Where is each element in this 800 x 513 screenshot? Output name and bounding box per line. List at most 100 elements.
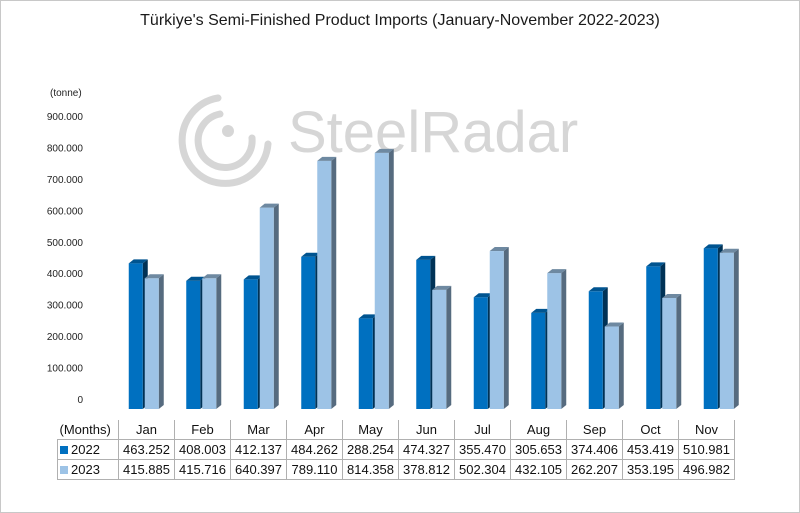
data-label: 353.195 <box>622 459 679 480</box>
data-label: 415.885 <box>118 459 175 480</box>
series-name: 2022 <box>71 442 100 457</box>
bar-front-face <box>301 256 316 409</box>
y-tick-label: 0 <box>77 395 83 406</box>
bar-front-face <box>374 152 389 409</box>
bar-top-face <box>144 274 164 279</box>
bar-2023-sep <box>604 322 624 409</box>
bar-top-face <box>662 293 682 298</box>
watermark-logo-icon <box>178 94 272 187</box>
bar-front-face <box>432 289 447 409</box>
legend-swatch-icon <box>60 466 68 474</box>
bar-side-face <box>388 148 394 409</box>
bar-2023-feb <box>202 274 222 409</box>
data-label: 496.982 <box>678 459 735 480</box>
category-label: Sep <box>566 420 623 440</box>
bar-top-face <box>186 276 206 281</box>
y-tick-label: 700.000 <box>47 175 84 186</box>
bar-top-face <box>301 252 321 257</box>
bar-2023-apr <box>317 156 337 409</box>
bar-top-face <box>432 285 452 290</box>
category-label: Jun <box>398 420 455 440</box>
watermark-text: SteelRadar <box>288 100 578 165</box>
bar-side-face <box>446 285 452 409</box>
y-tick-label: 500.000 <box>47 238 84 249</box>
category-label: Oct <box>622 420 679 440</box>
bar-front-face <box>489 251 504 409</box>
bar-front-face <box>128 263 143 409</box>
data-label: 288.254 <box>342 439 399 460</box>
category-label: Jul <box>454 420 511 440</box>
bar-side-face <box>618 322 624 409</box>
category-label: Aug <box>510 420 567 440</box>
bar-front-face <box>202 278 217 409</box>
bar-top-face <box>473 293 493 298</box>
bar-front-face <box>259 207 274 409</box>
bar-top-face <box>202 274 222 279</box>
bar-side-face <box>216 274 222 409</box>
y-tick-label: 300.000 <box>47 301 84 312</box>
data-label: 510.981 <box>678 439 735 460</box>
data-table-row: 2023 415.885 415.716 640.397 789.110 814.358 3… <box>57 459 735 480</box>
category-label: Apr <box>286 420 343 440</box>
data-table-row: 2022 463.252 408.003 412.137 484.262 288.254 4… <box>57 439 735 460</box>
bar-front-face <box>186 280 201 409</box>
series-name: 2023 <box>71 462 100 477</box>
bar-front-face <box>588 291 603 409</box>
bar-top-face <box>719 248 739 253</box>
bar-front-face <box>604 326 619 409</box>
bar-top-face <box>604 322 624 327</box>
data-table-row-header: (Months) <box>59 422 111 437</box>
data-table-header-row: (Months) Jan Feb Mar Apr May Jun Jul Aug Sep Oct No… <box>58 420 735 440</box>
category-label: Mar <box>230 420 287 440</box>
bar-2023-mar <box>259 203 279 409</box>
legend-entry: 2022 <box>57 439 119 460</box>
data-label: 262.207 <box>566 459 623 480</box>
bar-front-face <box>317 160 332 409</box>
bar-side-face <box>561 269 567 409</box>
data-label: 484.262 <box>286 439 343 460</box>
data-label: 502.304 <box>454 459 511 480</box>
bar-top-face <box>703 244 723 249</box>
data-label: 474.327 <box>398 439 455 460</box>
bar-top-face <box>489 247 509 252</box>
y-tick-label: 100.000 <box>47 364 84 375</box>
data-table: (Months) Jan Feb Mar Apr May Jun Jul Aug Sep Oct No… <box>57 420 735 480</box>
bar-2023-oct <box>662 293 682 409</box>
bar-2023-jul <box>489 247 509 409</box>
y-tick-label: 400.000 <box>47 269 84 280</box>
bar-front-face <box>144 278 159 409</box>
data-label: 408.003 <box>174 439 231 460</box>
bar-front-face <box>243 279 258 409</box>
bar-top-face <box>416 255 436 260</box>
bar-top-face <box>374 148 394 153</box>
bar-top-face <box>259 203 279 208</box>
bar-side-face <box>158 274 164 409</box>
bar-front-face <box>358 318 373 409</box>
bar-front-face <box>473 297 488 409</box>
data-label: 463.252 <box>118 439 175 460</box>
bar-top-face <box>128 259 148 264</box>
bar-top-face <box>317 156 337 161</box>
bar-side-face <box>733 248 739 409</box>
category-label: Jan <box>118 420 175 440</box>
category-label: Feb <box>174 420 231 440</box>
data-label: 378.812 <box>398 459 455 480</box>
y-tick-label: 800.000 <box>47 143 84 154</box>
bar-2023-nov <box>719 248 739 409</box>
bar-side-face <box>503 247 509 409</box>
bar-side-face <box>676 293 682 409</box>
data-label: 789.110 <box>286 459 343 480</box>
bar-front-face <box>719 252 734 409</box>
bar-front-face <box>416 259 431 409</box>
category-label: May <box>342 420 399 440</box>
bar-top-face <box>588 287 608 292</box>
data-label: 305.653 <box>510 439 567 460</box>
data-label: 415.716 <box>174 459 231 480</box>
data-label: 453.419 <box>622 439 679 460</box>
bar-side-face <box>273 203 279 409</box>
bar-front-face <box>646 266 661 409</box>
data-label: 355.470 <box>454 439 511 460</box>
bar-top-face <box>531 308 551 313</box>
